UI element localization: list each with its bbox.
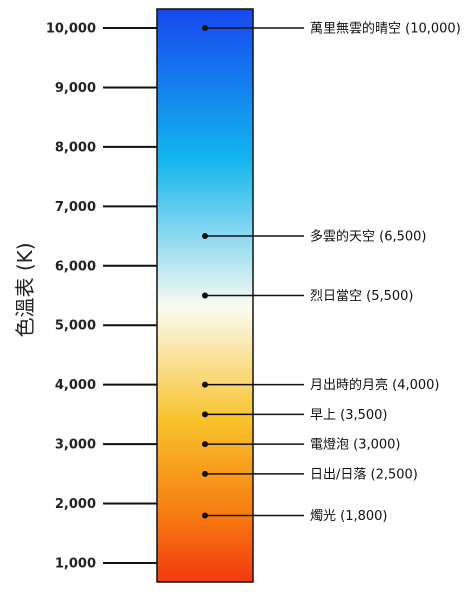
tick-label: 8,000 (55, 140, 96, 155)
tick-label: 3,000 (55, 438, 96, 453)
callout-dot (202, 25, 208, 31)
tick-label: 2,000 (55, 497, 96, 512)
callout-dot (202, 470, 208, 477)
callout-dot (202, 292, 208, 299)
callout-label: 烈日當空 (5,500) (310, 289, 414, 304)
callout-label: 電燈泡 (3,000) (310, 438, 401, 453)
tick-label: 5,000 (55, 319, 96, 334)
temperature-ticks: 10,000 9,000 8,000 7,000 6,000 5,000 4,000 3,00… (46, 22, 157, 572)
tick-label: 1,000 (55, 557, 96, 572)
callout-dot (202, 411, 208, 418)
callout-label: 月出時的月亮 (4,000) (310, 377, 440, 393)
callout-dot (202, 441, 208, 448)
axis-title: 色溫表 (K) (13, 242, 37, 337)
callout-dot (202, 512, 208, 519)
callout-dot (202, 381, 208, 388)
tick-label: 10,000 (46, 22, 96, 37)
tick-label: 4,000 (55, 378, 96, 393)
callout-label: 日出/日落 (2,500) (310, 467, 418, 482)
callout-label: 多雲的天空 (6,500) (310, 229, 427, 245)
tick-label: 6,000 (55, 259, 96, 274)
tick-label: 7,000 (55, 200, 96, 215)
callout-label: 早上 (3,500) (310, 408, 388, 423)
callout-annotations: 萬里無雲的晴空 (10,000) 多雲的天空 (6,500) 烈日當空 (5,500… (202, 21, 461, 524)
callout-label: 燭光 (1,800) (310, 509, 388, 524)
tick-label: 9,000 (55, 81, 96, 96)
callout-label: 萬里無雲的晴空 (10,000) (310, 21, 461, 37)
callout-dot (202, 233, 208, 240)
